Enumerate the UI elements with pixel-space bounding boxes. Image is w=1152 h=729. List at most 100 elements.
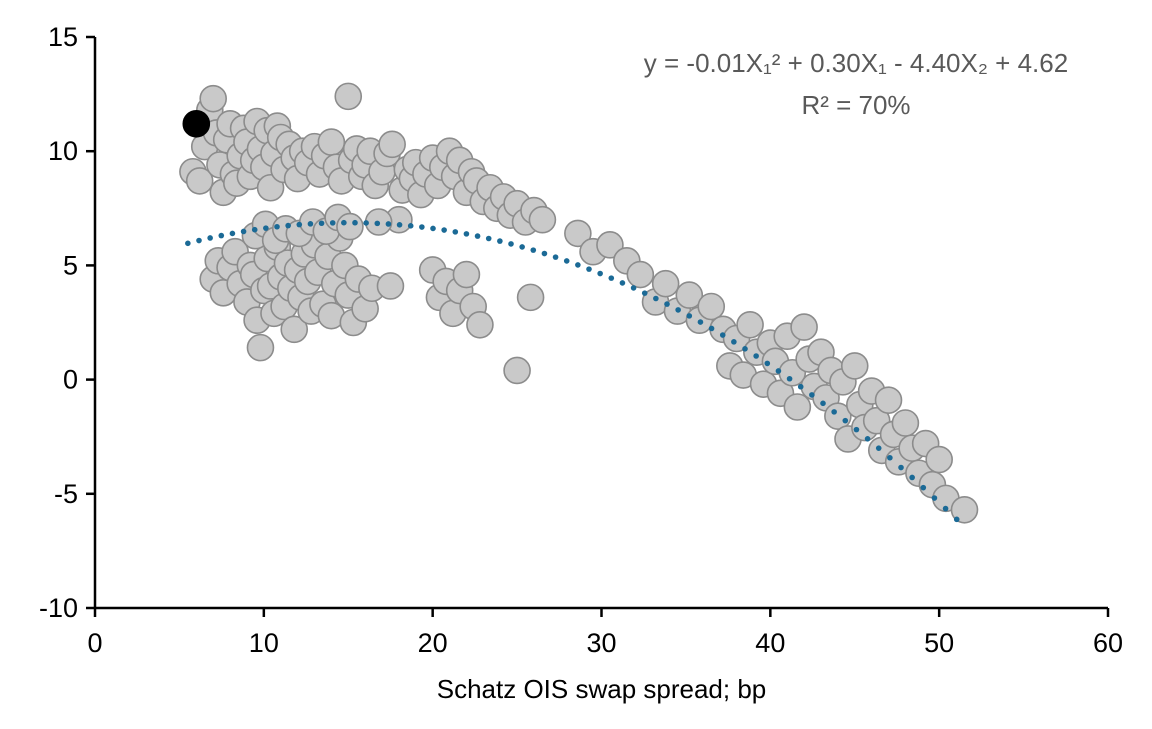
- data-point: [336, 212, 364, 241]
- trendline-dot: [430, 225, 436, 232]
- trendline-dot: [920, 484, 927, 491]
- x-tick-label: 40: [755, 628, 785, 658]
- x-tick-label: 50: [924, 628, 954, 658]
- trendline-dot: [775, 368, 782, 374]
- y-tick-label: -5: [54, 479, 78, 509]
- data-point: [185, 167, 214, 195]
- trendline-dot: [575, 262, 581, 268]
- trendline-dot: [329, 220, 336, 226]
- trendline-dot: [530, 247, 537, 253]
- trendline-dot: [675, 307, 681, 313]
- trendline-dot: [419, 224, 425, 230]
- trendline-dot: [229, 230, 236, 237]
- trendline-dot: [263, 225, 269, 231]
- trendline-dot: [664, 301, 670, 307]
- trendline-dot: [797, 383, 804, 390]
- trendline-dot: [686, 313, 693, 319]
- data-point: [596, 231, 624, 259]
- trendline-dot: [274, 223, 280, 230]
- data-point: [891, 409, 920, 437]
- data-point: [317, 128, 346, 156]
- trendline-dot: [931, 495, 938, 501]
- trendline-dot: [519, 244, 525, 250]
- trendline-dot: [731, 339, 737, 345]
- trendline-dot: [285, 222, 291, 229]
- data-point: [840, 352, 869, 380]
- trendline-dot: [820, 400, 826, 407]
- trendline-dot: [385, 221, 392, 227]
- data-point: [874, 386, 903, 414]
- trendline-dot: [853, 426, 860, 433]
- trendline-dot: [719, 332, 726, 338]
- trendline-dot: [875, 445, 882, 451]
- data-point: [950, 495, 979, 524]
- trendline-dot: [463, 231, 470, 237]
- trendline-dot: [742, 346, 748, 352]
- data-point: [334, 82, 363, 111]
- trendline-dot: [764, 360, 771, 367]
- data-point: [452, 260, 481, 289]
- trendline-dot: [697, 319, 704, 325]
- y-tick-label: 5: [63, 250, 78, 280]
- y-tick-label: -10: [39, 593, 78, 623]
- trendline-dot: [341, 219, 347, 226]
- trendline-dot: [218, 232, 225, 239]
- trendline-dot: [786, 375, 793, 382]
- y-tick-label: 10: [48, 136, 78, 166]
- trendline-dot: [831, 409, 837, 415]
- trendline-dot: [374, 220, 381, 227]
- trendline-dot: [240, 228, 247, 235]
- trendline-dot: [641, 290, 648, 296]
- trendline-dot: [196, 237, 202, 244]
- highlighted-point: [182, 109, 211, 138]
- trendline-dot: [708, 325, 715, 332]
- data-point: [516, 283, 545, 312]
- trendline-dot: [809, 392, 815, 398]
- trendline-dot: [407, 223, 414, 229]
- trendline-dot: [597, 270, 603, 277]
- x-tick-label: 20: [418, 628, 448, 658]
- data-point: [697, 292, 726, 321]
- trendline-dot: [497, 238, 503, 244]
- trendline-dot: [608, 275, 615, 281]
- trendline-dot: [352, 219, 358, 226]
- x-tick-label: 0: [87, 628, 102, 658]
- trendline-dot: [396, 221, 403, 228]
- data-point: [246, 333, 275, 362]
- trendline-dot: [508, 241, 514, 247]
- data-point: [528, 205, 557, 234]
- data-point: [280, 315, 309, 344]
- trendline-dot: [942, 505, 949, 512]
- data-point: [790, 313, 818, 341]
- fit-equation-line: y = -0.01X₁² + 0.30X₁ - 4.40X₂ + 4.62: [643, 48, 1069, 78]
- trendline-dot: [251, 226, 258, 233]
- trendline-dot: [563, 258, 570, 264]
- data-point: [564, 219, 592, 248]
- fit-equation-annotation: y = -0.01X₁² + 0.30X₁ - 4.40X₂ + 4.62 R²…: [596, 42, 1116, 126]
- x-axis-title: Schatz OIS swap spread; bp: [436, 674, 767, 704]
- trendline-dot: [953, 516, 960, 523]
- trendline-dot: [185, 240, 191, 247]
- data-point: [503, 356, 531, 385]
- data-point: [736, 310, 764, 339]
- x-tick-label: 30: [586, 628, 616, 658]
- trendline-dot: [864, 435, 871, 442]
- trendline-dot: [842, 417, 849, 424]
- x-tick-label: 60: [1093, 628, 1123, 658]
- r-squared-line: R² = 70%: [801, 90, 911, 120]
- trendline-dot: [207, 235, 213, 241]
- trendline-dot: [586, 266, 592, 272]
- trendline-dot: [318, 220, 325, 227]
- trendline-dot: [630, 285, 637, 291]
- data-point: [466, 310, 494, 339]
- trendline-dot: [307, 221, 314, 227]
- trendline-dot: [441, 227, 447, 233]
- data-point: [378, 130, 406, 159]
- trendline-dot: [541, 250, 548, 257]
- trendline-dot: [552, 254, 559, 260]
- data-point: [675, 281, 704, 309]
- trendline-dot: [909, 474, 915, 481]
- y-tick-label: 15: [48, 22, 78, 52]
